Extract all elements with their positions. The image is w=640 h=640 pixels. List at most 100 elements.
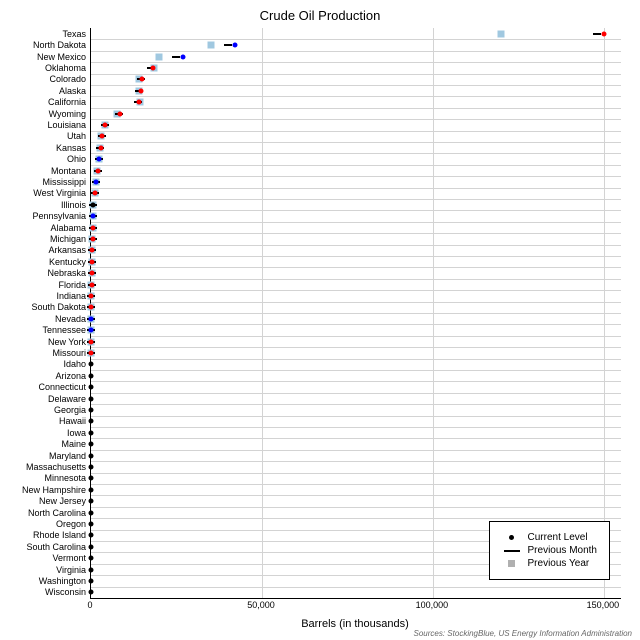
legend: Current Level Previous Month Previous Ye…	[489, 521, 610, 580]
current-marker	[90, 236, 95, 241]
y-category-label: Vermont	[52, 553, 86, 563]
legend-item-prev-month: Previous Month	[502, 545, 597, 556]
y-category-label: North Carolina	[28, 508, 86, 518]
current-marker	[89, 385, 94, 390]
current-marker	[89, 350, 94, 355]
current-marker	[136, 100, 141, 105]
y-category-label: Montana	[51, 166, 86, 176]
y-category-label: Utah	[67, 131, 86, 141]
y-category-label: Texas	[62, 29, 86, 39]
current-marker	[89, 453, 94, 458]
current-marker	[89, 578, 94, 583]
y-category-label: Georgia	[54, 405, 86, 415]
current-marker	[89, 487, 94, 492]
y-category-label: Massachusetts	[26, 462, 86, 472]
y-category-label: Illinois	[61, 200, 86, 210]
current-marker	[89, 499, 94, 504]
y-category-label: Indiana	[56, 291, 86, 301]
y-category-label: Idaho	[63, 359, 86, 369]
y-category-label: Kansas	[56, 143, 86, 153]
current-marker	[99, 134, 104, 139]
current-marker	[89, 567, 94, 572]
y-category-label: Arkansas	[48, 245, 86, 255]
prev-year-marker	[207, 42, 214, 49]
current-marker	[150, 65, 155, 70]
current-marker	[93, 191, 98, 196]
y-category-label: Virginia	[56, 565, 86, 575]
prev-year-marker	[498, 30, 505, 37]
current-marker	[89, 305, 94, 310]
y-category-label: Rhode Island	[33, 530, 86, 540]
current-marker	[96, 157, 101, 162]
y-category-label: Mississippi	[42, 177, 86, 187]
legend-line-icon	[502, 550, 522, 552]
current-marker	[89, 464, 94, 469]
current-marker	[90, 225, 95, 230]
y-category-label: Maryland	[49, 451, 86, 461]
current-marker	[89, 396, 94, 401]
y-category-label: Minnesota	[44, 473, 86, 483]
y-category-label: Oklahoma	[45, 63, 86, 73]
y-category-label: Kentucky	[49, 257, 86, 267]
legend-square-icon	[502, 560, 522, 567]
current-marker	[89, 362, 94, 367]
x-tick-label: 150,000	[587, 600, 620, 610]
legend-label: Previous Year	[528, 558, 590, 569]
y-category-label: Pennsylvania	[32, 211, 86, 221]
current-marker	[89, 282, 94, 287]
y-category-label: Alabama	[50, 223, 86, 233]
y-category-label: Nebraska	[47, 268, 86, 278]
current-marker	[94, 179, 99, 184]
y-category-label: Iowa	[67, 428, 86, 438]
legend-item-prev-year: Previous Year	[502, 558, 597, 569]
y-category-label: Hawaii	[59, 416, 86, 426]
y-category-label: Michigan	[50, 234, 86, 244]
current-marker	[91, 202, 96, 207]
current-marker	[98, 145, 103, 150]
y-category-label: New York	[48, 337, 86, 347]
current-marker	[89, 316, 94, 321]
current-marker	[90, 214, 95, 219]
current-marker	[181, 54, 186, 59]
y-category-label: Connecticut	[38, 382, 86, 392]
y-category-label: Delaware	[48, 394, 86, 404]
legend-label: Current Level	[528, 532, 588, 543]
y-category-label: Florida	[58, 280, 86, 290]
y-category-label: California	[48, 97, 86, 107]
current-marker	[89, 556, 94, 561]
y-category-label: South Dakota	[31, 302, 86, 312]
source-text: Sources: StockingBlue, US Energy Informa…	[414, 629, 632, 638]
y-category-label: Wyoming	[49, 109, 86, 119]
current-marker	[232, 43, 237, 48]
y-category-label: South Carolina	[26, 542, 86, 552]
y-category-label: Tennessee	[42, 325, 86, 335]
y-category-label: Colorado	[49, 74, 86, 84]
y-category-label: North Dakota	[33, 40, 86, 50]
y-category-label: Alaska	[59, 86, 86, 96]
x-tick-label: 0	[87, 600, 92, 610]
y-category-label: Ohio	[67, 154, 86, 164]
current-marker	[118, 111, 123, 116]
y-category-label: Missouri	[52, 348, 86, 358]
current-marker	[89, 442, 94, 447]
y-category-label: Arizona	[55, 371, 86, 381]
current-marker	[138, 88, 143, 93]
current-marker	[89, 430, 94, 435]
current-marker	[140, 77, 145, 82]
chart-title: Crude Oil Production	[0, 8, 640, 23]
y-category-label: Wisconsin	[45, 587, 86, 597]
current-marker	[89, 271, 94, 276]
plot-area	[90, 28, 621, 599]
legend-item-current: Current Level	[502, 532, 597, 543]
legend-label: Previous Month	[528, 545, 597, 556]
y-category-label: Washington	[39, 576, 86, 586]
current-marker	[89, 373, 94, 378]
current-marker	[89, 510, 94, 515]
current-marker	[90, 248, 95, 253]
current-marker	[90, 259, 95, 264]
x-tick-label: 50,000	[247, 600, 275, 610]
x-tick-label: 100,000	[416, 600, 449, 610]
current-marker	[89, 293, 94, 298]
current-marker	[89, 328, 94, 333]
current-marker	[103, 122, 108, 127]
